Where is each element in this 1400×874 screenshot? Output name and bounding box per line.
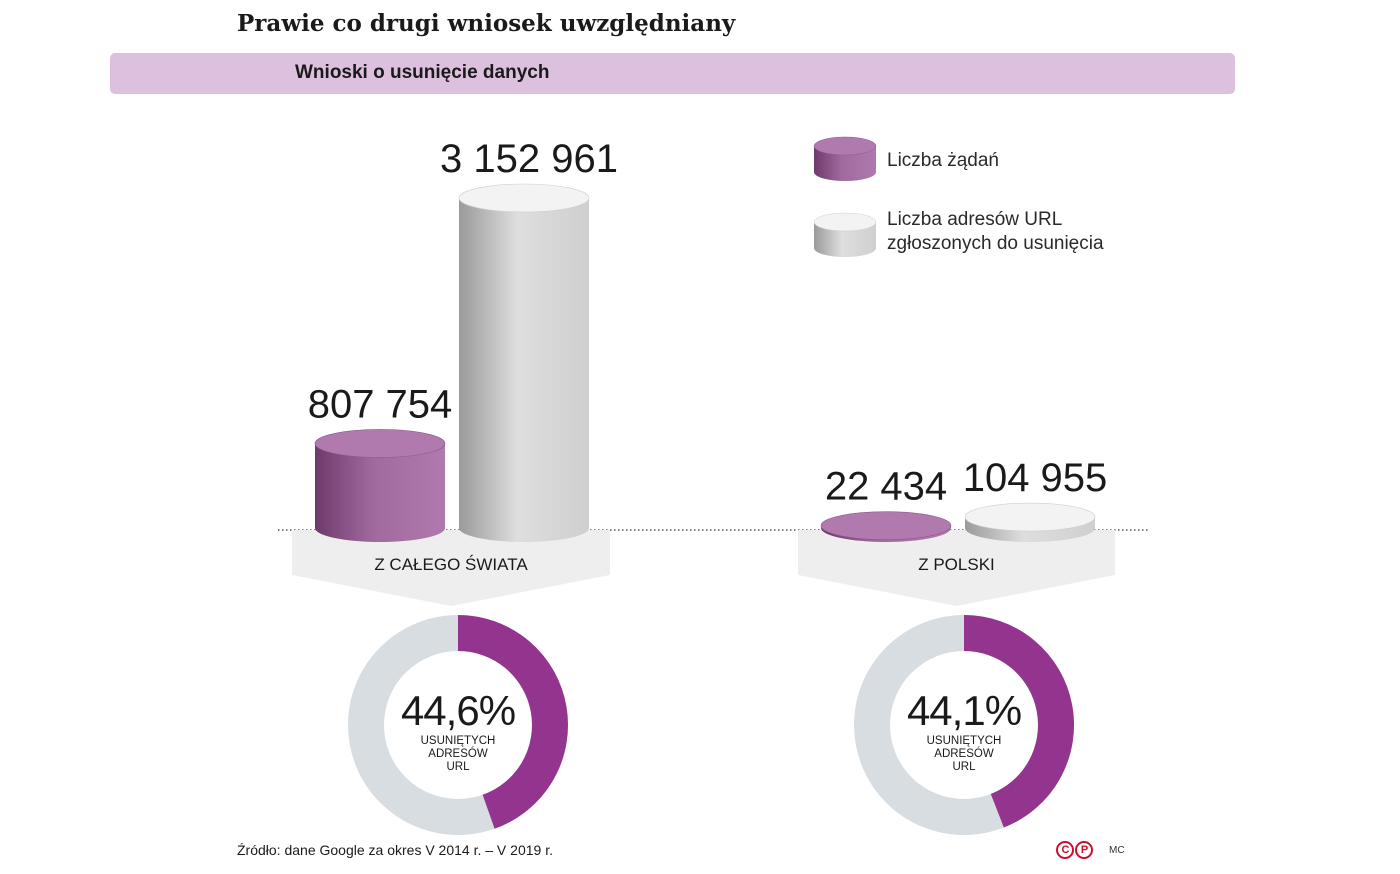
legend-swatch-top [813,136,877,156]
category-label: Z CAŁEGO ŚWIATA [374,555,528,574]
legend-item [813,136,877,181]
donut-slice [457,615,568,829]
logo-p: P [1075,841,1093,859]
donut-caption: USUNIĘTYCH [421,735,496,747]
data-label: 3 152 961 [440,137,618,181]
data-label: 807 754 [308,382,453,426]
bar [964,502,1096,542]
bar [820,511,952,542]
bar-top [964,502,1096,532]
donut-caption: URL [952,761,976,773]
legend-label: Liczba adresów URL [887,209,1062,230]
logo-c: C [1056,841,1074,859]
legend-swatch [814,222,876,257]
bar-top [458,183,590,213]
legend-label: zgłoszonych do usunięcia [887,233,1104,254]
donut-caption: URL [446,761,470,773]
bar [314,429,446,542]
author-initials: MC [1109,845,1125,856]
data-label: 22 434 [825,465,947,509]
source-note: Źródło: dane Google za okres V 2014 r. –… [237,842,553,858]
legend-swatch-top [813,212,877,232]
donut-slice [963,615,1074,828]
donut-caption: USUNIĘTYCH [927,735,1002,747]
category-label: Z POLSKI [918,555,995,574]
data-label: 104 955 [963,456,1108,500]
legend-item [813,212,877,257]
subtitle-bar: Wnioski o usunięcie danych [110,53,1235,94]
legend-label: Liczba żądań [887,150,999,171]
bar-body [459,198,589,542]
donut [854,615,1074,835]
donut-caption: ADRESÓW [934,747,994,760]
bar-top [314,429,446,458]
category-arrow [292,530,610,606]
donut-percent: 44,6% [401,687,515,734]
bar [458,183,590,542]
legend-swatch [814,146,876,181]
bar-top [820,511,952,540]
donut [348,615,568,835]
bar-body [315,443,445,542]
chart-title: Prawie co drugi wniosek uwzględniany [237,10,736,37]
donut-caption: ADRESÓW [428,747,488,760]
donut-percent: 44,1% [907,687,1021,734]
category-arrow [798,530,1115,606]
chart-subtitle: Wnioski o usunięcie danych [295,62,550,83]
